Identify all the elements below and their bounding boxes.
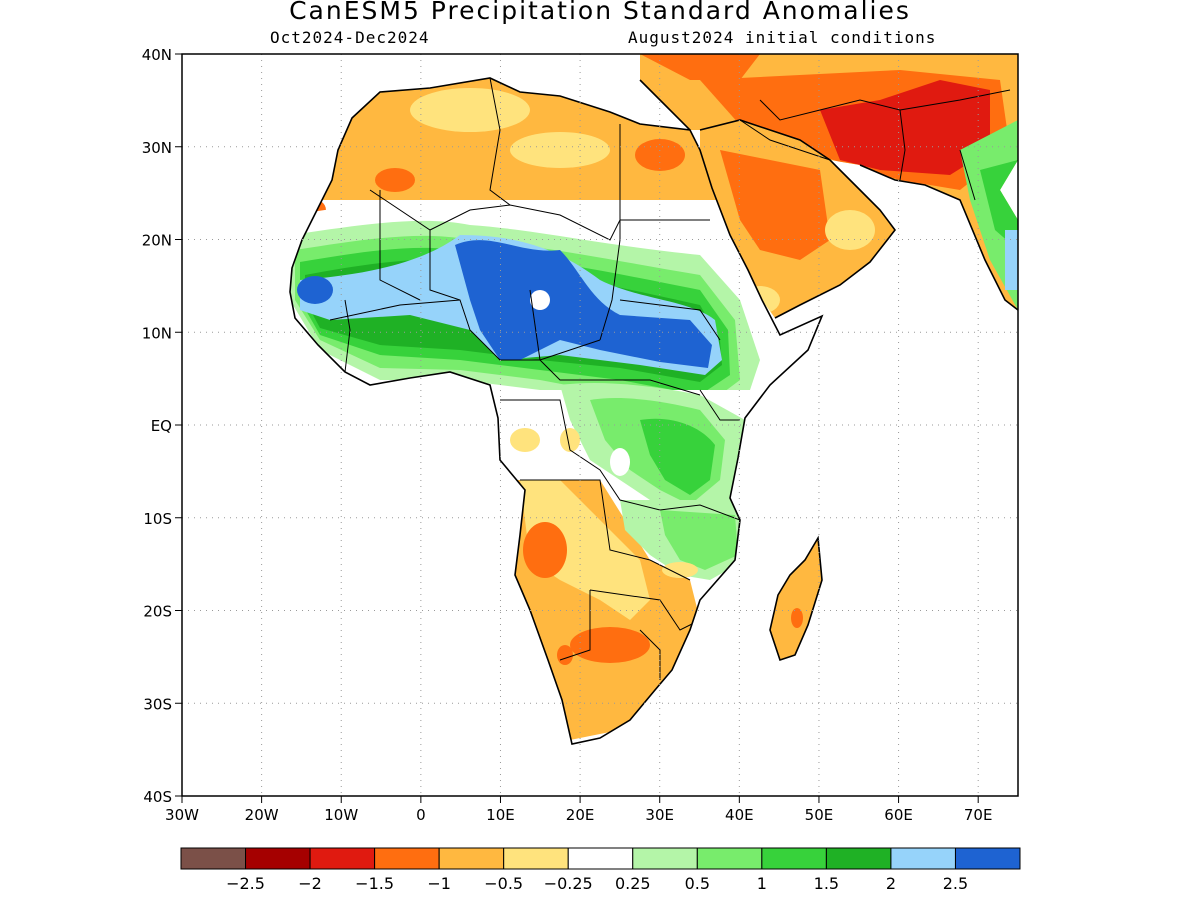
colorbar-swatch (503, 847, 569, 870)
colorbar-swatch (180, 847, 247, 870)
colorbar-swatch (954, 847, 1021, 870)
x-tick-label: 0 (416, 806, 426, 824)
colorbar-swatch (632, 847, 698, 870)
map-title: CanESM5 Precipitation Standard Anomalies (289, 0, 911, 25)
colorbar-label: −0.5 (484, 874, 523, 893)
colorbar-swatch (245, 847, 311, 870)
colorbar-swatch (696, 847, 763, 870)
y-tick-label: 30S (143, 695, 172, 713)
colorbar-label: −2 (298, 874, 322, 893)
x-tick-label: 40E (725, 806, 754, 824)
colorbar-swatch (309, 847, 376, 870)
colorbar-label: 1 (757, 874, 767, 893)
colorbar-label: 2.5 (943, 874, 968, 893)
country-borders (329, 78, 741, 680)
y-tick-label: 20S (143, 603, 172, 621)
colorbar-label: 0.25 (615, 874, 651, 893)
coastlines (289, 77, 1018, 745)
x-tick-label: 30E (645, 806, 674, 824)
x-tick-label: 50E (805, 806, 834, 824)
y-tick-label: 40N (142, 46, 172, 64)
forecast-period: Oct2024-Dec2024 (270, 28, 430, 47)
initial-conditions: August2024 initial conditions (628, 28, 937, 47)
graticule (182, 54, 1018, 796)
anomaly-field-africa (290, 78, 822, 744)
middle-east-borders (739, 89, 1011, 201)
colorbar-label: −1.5 (355, 874, 394, 893)
x-tick-label: 20W (245, 806, 279, 824)
colorbar-swatch (761, 847, 827, 870)
colorbar-label: 2 (886, 874, 896, 893)
colorbar-label: 0.5 (685, 874, 710, 893)
y-tick-label: 40S (143, 788, 172, 806)
y-tick-label: 20N (142, 232, 172, 250)
colorbar-label: −0.25 (544, 874, 593, 893)
longitude-axis: 30W 20W 10W 0 10E 20E 30E 40E 50E 60E 70E (165, 796, 992, 824)
y-tick-label: 30N (142, 139, 172, 157)
y-tick-label: 10S (143, 510, 172, 528)
latitude-axis: 40N 30N 20N 10N EQ 10S 20S 30S 40S (142, 46, 182, 806)
colorbar-swatch (374, 847, 440, 870)
colorbar-label: 1.5 (814, 874, 839, 893)
x-tick-label: 10E (486, 806, 515, 824)
colorbar (180, 847, 1021, 870)
colorbar-label: −2.5 (226, 874, 265, 893)
x-tick-label: 60E (884, 806, 913, 824)
x-tick-label: 10W (324, 806, 358, 824)
colorbar-labels: −2.5 −2 −1.5 −1 −0.5 −0.25 0.25 0.5 1 1.5 2 2.5 (226, 874, 968, 893)
colorbar-swatch (567, 847, 634, 870)
colorbar-swatch (890, 847, 956, 870)
x-tick-label: 70E (964, 806, 993, 824)
x-tick-label: 20E (566, 806, 595, 824)
colorbar-label: −1 (427, 874, 451, 893)
colorbar-swatch (825, 847, 892, 870)
colorbar-swatch (438, 847, 505, 870)
y-tick-label: 10N (142, 324, 172, 342)
y-tick-label: EQ (151, 417, 172, 435)
x-tick-label: 30W (165, 806, 199, 824)
